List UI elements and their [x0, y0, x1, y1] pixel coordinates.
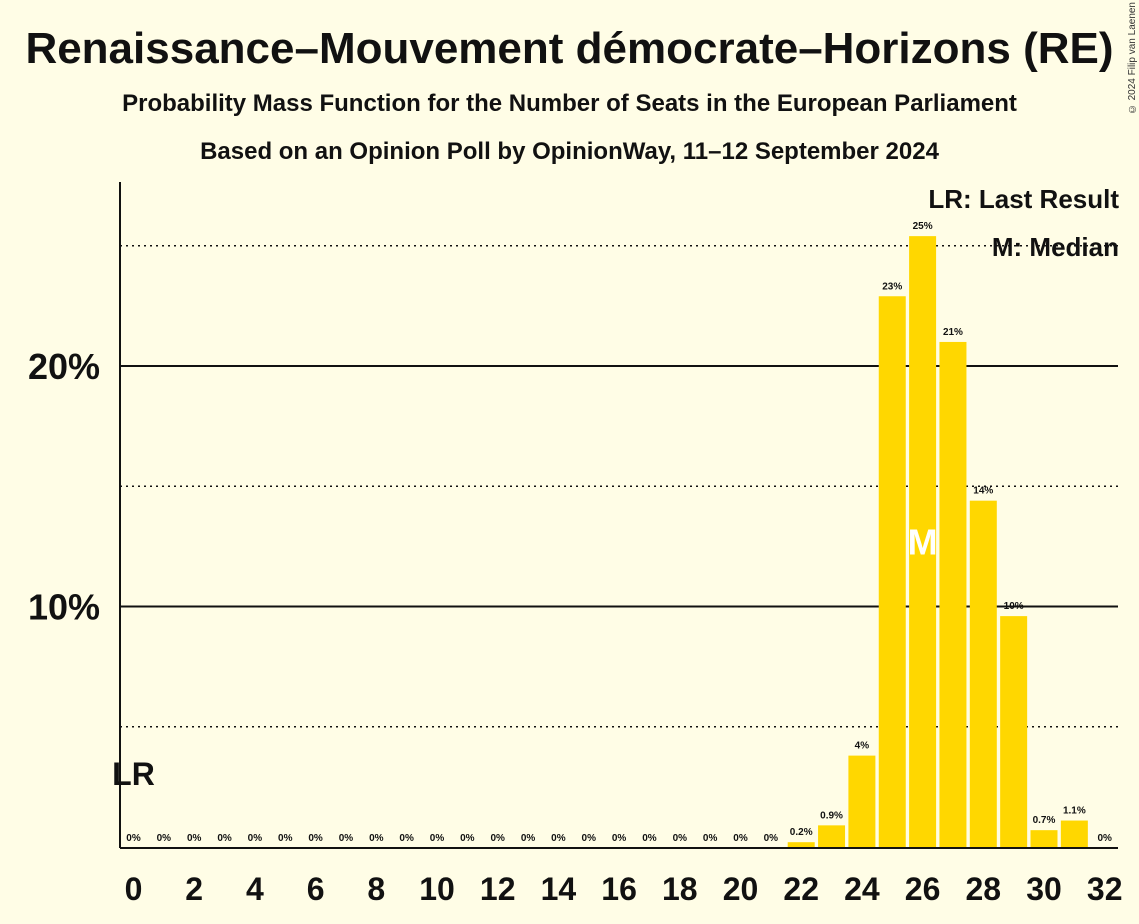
- data-label: 0%: [612, 833, 627, 844]
- bar: [939, 341, 967, 847]
- x-tick-label: 28: [966, 871, 1002, 907]
- data-label: 0%: [703, 833, 718, 844]
- data-label: 0%: [642, 833, 657, 844]
- data-label: 0%: [308, 833, 323, 844]
- y-tick-label: 20%: [28, 346, 100, 387]
- data-label: 0%: [369, 833, 384, 844]
- last-result-marker: LR: [112, 756, 155, 792]
- data-label: 25%: [913, 221, 933, 232]
- bar: [1000, 616, 1028, 847]
- chart-source: Based on an Opinion Poll by OpinionWay, …: [200, 138, 939, 165]
- chart-title: Renaissance–Mouvement démocrate–Horizons…: [25, 24, 1114, 73]
- bar: [1030, 830, 1058, 847]
- data-label: 0.9%: [820, 810, 843, 821]
- median-marker: M: [908, 522, 938, 563]
- data-label: 0%: [764, 833, 779, 844]
- x-tick-label: 2: [185, 871, 203, 907]
- chart-subtitle: Probability Mass Function for the Number…: [122, 90, 1017, 117]
- data-label: 0%: [217, 833, 232, 844]
- data-label: 0.7%: [1033, 815, 1056, 826]
- data-label: 23%: [882, 281, 902, 292]
- data-label: 0%: [1097, 833, 1112, 844]
- bar: [1060, 820, 1088, 847]
- y-tick-label: 10%: [28, 587, 100, 628]
- bar: [969, 500, 997, 847]
- data-label: 0%: [490, 833, 505, 844]
- data-label: 0%: [582, 833, 597, 844]
- x-tick-label: 0: [125, 871, 143, 907]
- x-tick-label: 26: [905, 871, 941, 907]
- x-tick-label: 14: [541, 871, 577, 907]
- data-label: 0%: [126, 833, 141, 844]
- bar: [878, 296, 906, 847]
- x-tick-label: 4: [246, 871, 264, 907]
- bar: [848, 755, 876, 847]
- x-tick-label: 24: [844, 871, 880, 907]
- data-label: 0%: [521, 833, 536, 844]
- x-tick-label: 20: [723, 871, 759, 907]
- data-label: 10%: [1004, 601, 1024, 612]
- x-tick-label: 22: [783, 871, 819, 907]
- data-label: 0%: [248, 833, 263, 844]
- x-tick-label: 8: [367, 871, 385, 907]
- x-tick-label: 6: [307, 871, 325, 907]
- data-label: 0%: [157, 833, 172, 844]
- data-label: 1.1%: [1063, 806, 1086, 817]
- data-label: 0%: [733, 833, 748, 844]
- x-tick-label: 16: [601, 871, 637, 907]
- data-label: 0%: [673, 833, 688, 844]
- x-tick-label: 30: [1026, 871, 1062, 907]
- x-tick-label: 12: [480, 871, 516, 907]
- x-tick-label: 10: [419, 871, 455, 907]
- bar: [787, 842, 815, 847]
- data-label: 0%: [278, 833, 293, 844]
- data-label: 0.2%: [790, 827, 813, 838]
- legend-median: M: Median: [991, 232, 1119, 262]
- data-label: 21%: [943, 327, 963, 338]
- data-label: 0%: [460, 833, 475, 844]
- data-label: 0%: [399, 833, 414, 844]
- data-label: 0%: [339, 833, 354, 844]
- data-label: 14%: [973, 486, 993, 497]
- data-label: 0%: [187, 833, 202, 844]
- data-label: 4%: [855, 741, 870, 752]
- legend-last-result: LR: Last Result: [928, 184, 1119, 214]
- bar: [818, 825, 846, 847]
- x-tick-label: 32: [1087, 871, 1123, 907]
- data-label: 0%: [551, 833, 566, 844]
- x-tick-label: 18: [662, 871, 698, 907]
- bar: [909, 236, 937, 847]
- data-label: 0%: [430, 833, 445, 844]
